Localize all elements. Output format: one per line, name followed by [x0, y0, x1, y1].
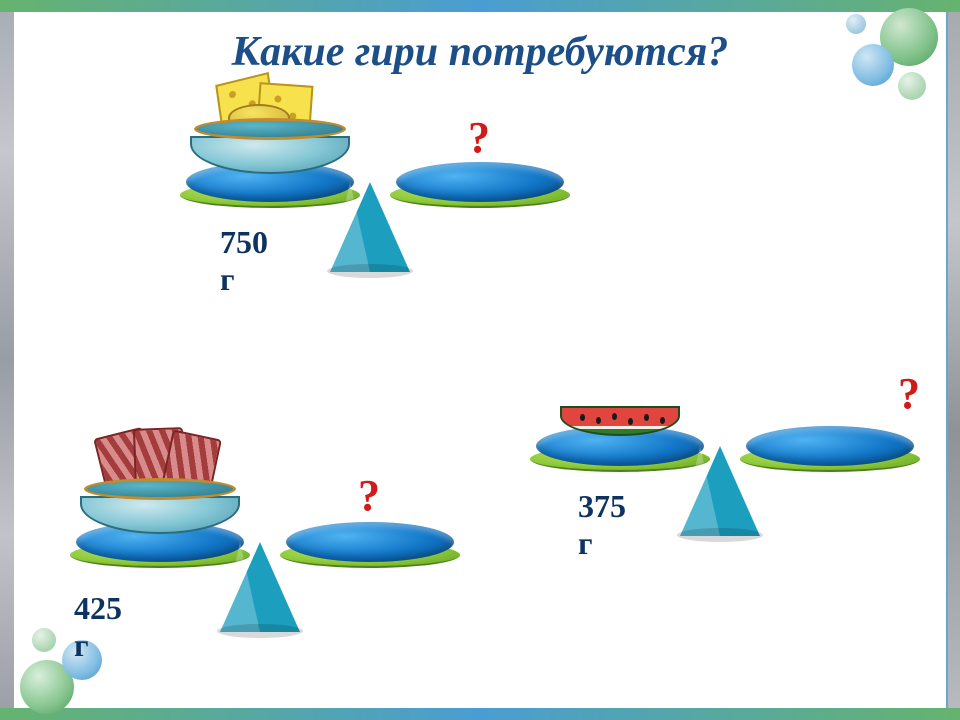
frame-left-bar [0, 12, 14, 708]
weight-label: 375 г [578, 488, 626, 562]
page-title: Какие гири потребуются? [0, 28, 960, 76]
right-pan [740, 426, 920, 476]
frame-right-bar [946, 12, 960, 708]
right-pan [390, 162, 570, 212]
question-mark: ? [358, 470, 380, 521]
food-bowl-cheese [190, 124, 350, 174]
food-bowl-bacon [80, 484, 240, 534]
slide-frame: Какие гири потребуются? [0, 0, 960, 720]
weight-label: 750 г [220, 224, 268, 298]
stage: ? 750 г ? [30, 112, 930, 688]
question-mark: ? [468, 112, 490, 163]
weight-label: 425 г [74, 590, 122, 664]
question-mark: ? [898, 368, 920, 419]
right-pan [280, 522, 460, 572]
